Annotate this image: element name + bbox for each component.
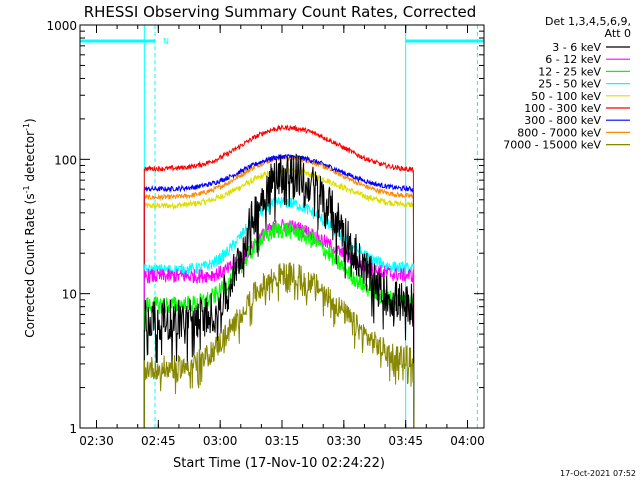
x-tick-label: 03:00 xyxy=(203,434,238,448)
y-tick-label: 1 xyxy=(69,422,77,436)
series-line-25to50keV xyxy=(143,196,415,428)
x-tick-label: 02:30 xyxy=(79,434,114,448)
legend-header-line: Att 0 xyxy=(605,27,631,40)
legend-header-line: Det 1,3,4,5,6,9, xyxy=(545,15,631,28)
series-line-300to800keV xyxy=(143,153,415,428)
y-axis-label-part: ) xyxy=(23,118,37,123)
x-axis-label: Start Time (17-Nov-10 02:24:22) xyxy=(173,456,385,471)
series-line-7000to15000keV xyxy=(143,262,415,428)
y-axis-label-part: Corrected Count Rate (s xyxy=(23,193,37,337)
y-axis-label: Corrected Count Rate (s-1 detector-1) xyxy=(22,118,37,337)
legend-label: 12 - 25 keV xyxy=(538,65,601,78)
legend-label: 300 - 800 keV xyxy=(524,114,601,127)
legend-label: 6 - 12 keV xyxy=(545,53,601,66)
x-tick-label: 04:00 xyxy=(450,434,485,448)
footer-timestamp: 17-Oct-2021 07:52 xyxy=(560,469,636,478)
y-tick-label: 100 xyxy=(54,153,77,167)
y-tick-label: 10 xyxy=(62,288,77,302)
legend-label: 25 - 50 keV xyxy=(538,78,601,91)
legend-label: 50 - 100 keV xyxy=(531,90,601,103)
series-line-100to300keV xyxy=(143,124,415,428)
y-axis-label-part: detector xyxy=(23,131,37,186)
legend-label: 100 - 300 keV xyxy=(524,102,601,115)
axis-ticks: 02:30 02:45 03:00 03:15 03:30 03:45 04:00 1 10 10… xyxy=(46,19,484,448)
legend-label: 7000 - 15000 keV xyxy=(503,139,601,152)
night-label: N xyxy=(163,37,169,46)
legend-label: 800 - 7000 keV xyxy=(517,126,601,139)
series-lines xyxy=(143,124,415,428)
x-tick-label: 03:45 xyxy=(388,434,423,448)
y-axis-label-sup: -1 xyxy=(22,185,31,193)
night-markers: N xyxy=(80,37,484,46)
series-line-12to25keV xyxy=(143,221,415,428)
series-line-3to6keV xyxy=(143,153,415,428)
chart-title: RHESSI Observing Summary Count Rates, Co… xyxy=(84,3,477,21)
x-tick-label: 03:30 xyxy=(327,434,362,448)
x-tick-label: 03:15 xyxy=(265,434,300,448)
y-axis-label-sup: -1 xyxy=(22,123,31,131)
legend-label: 3 - 6 keV xyxy=(552,41,601,54)
y-tick-label: 1000 xyxy=(46,19,77,33)
x-tick-label: 02:45 xyxy=(141,434,176,448)
